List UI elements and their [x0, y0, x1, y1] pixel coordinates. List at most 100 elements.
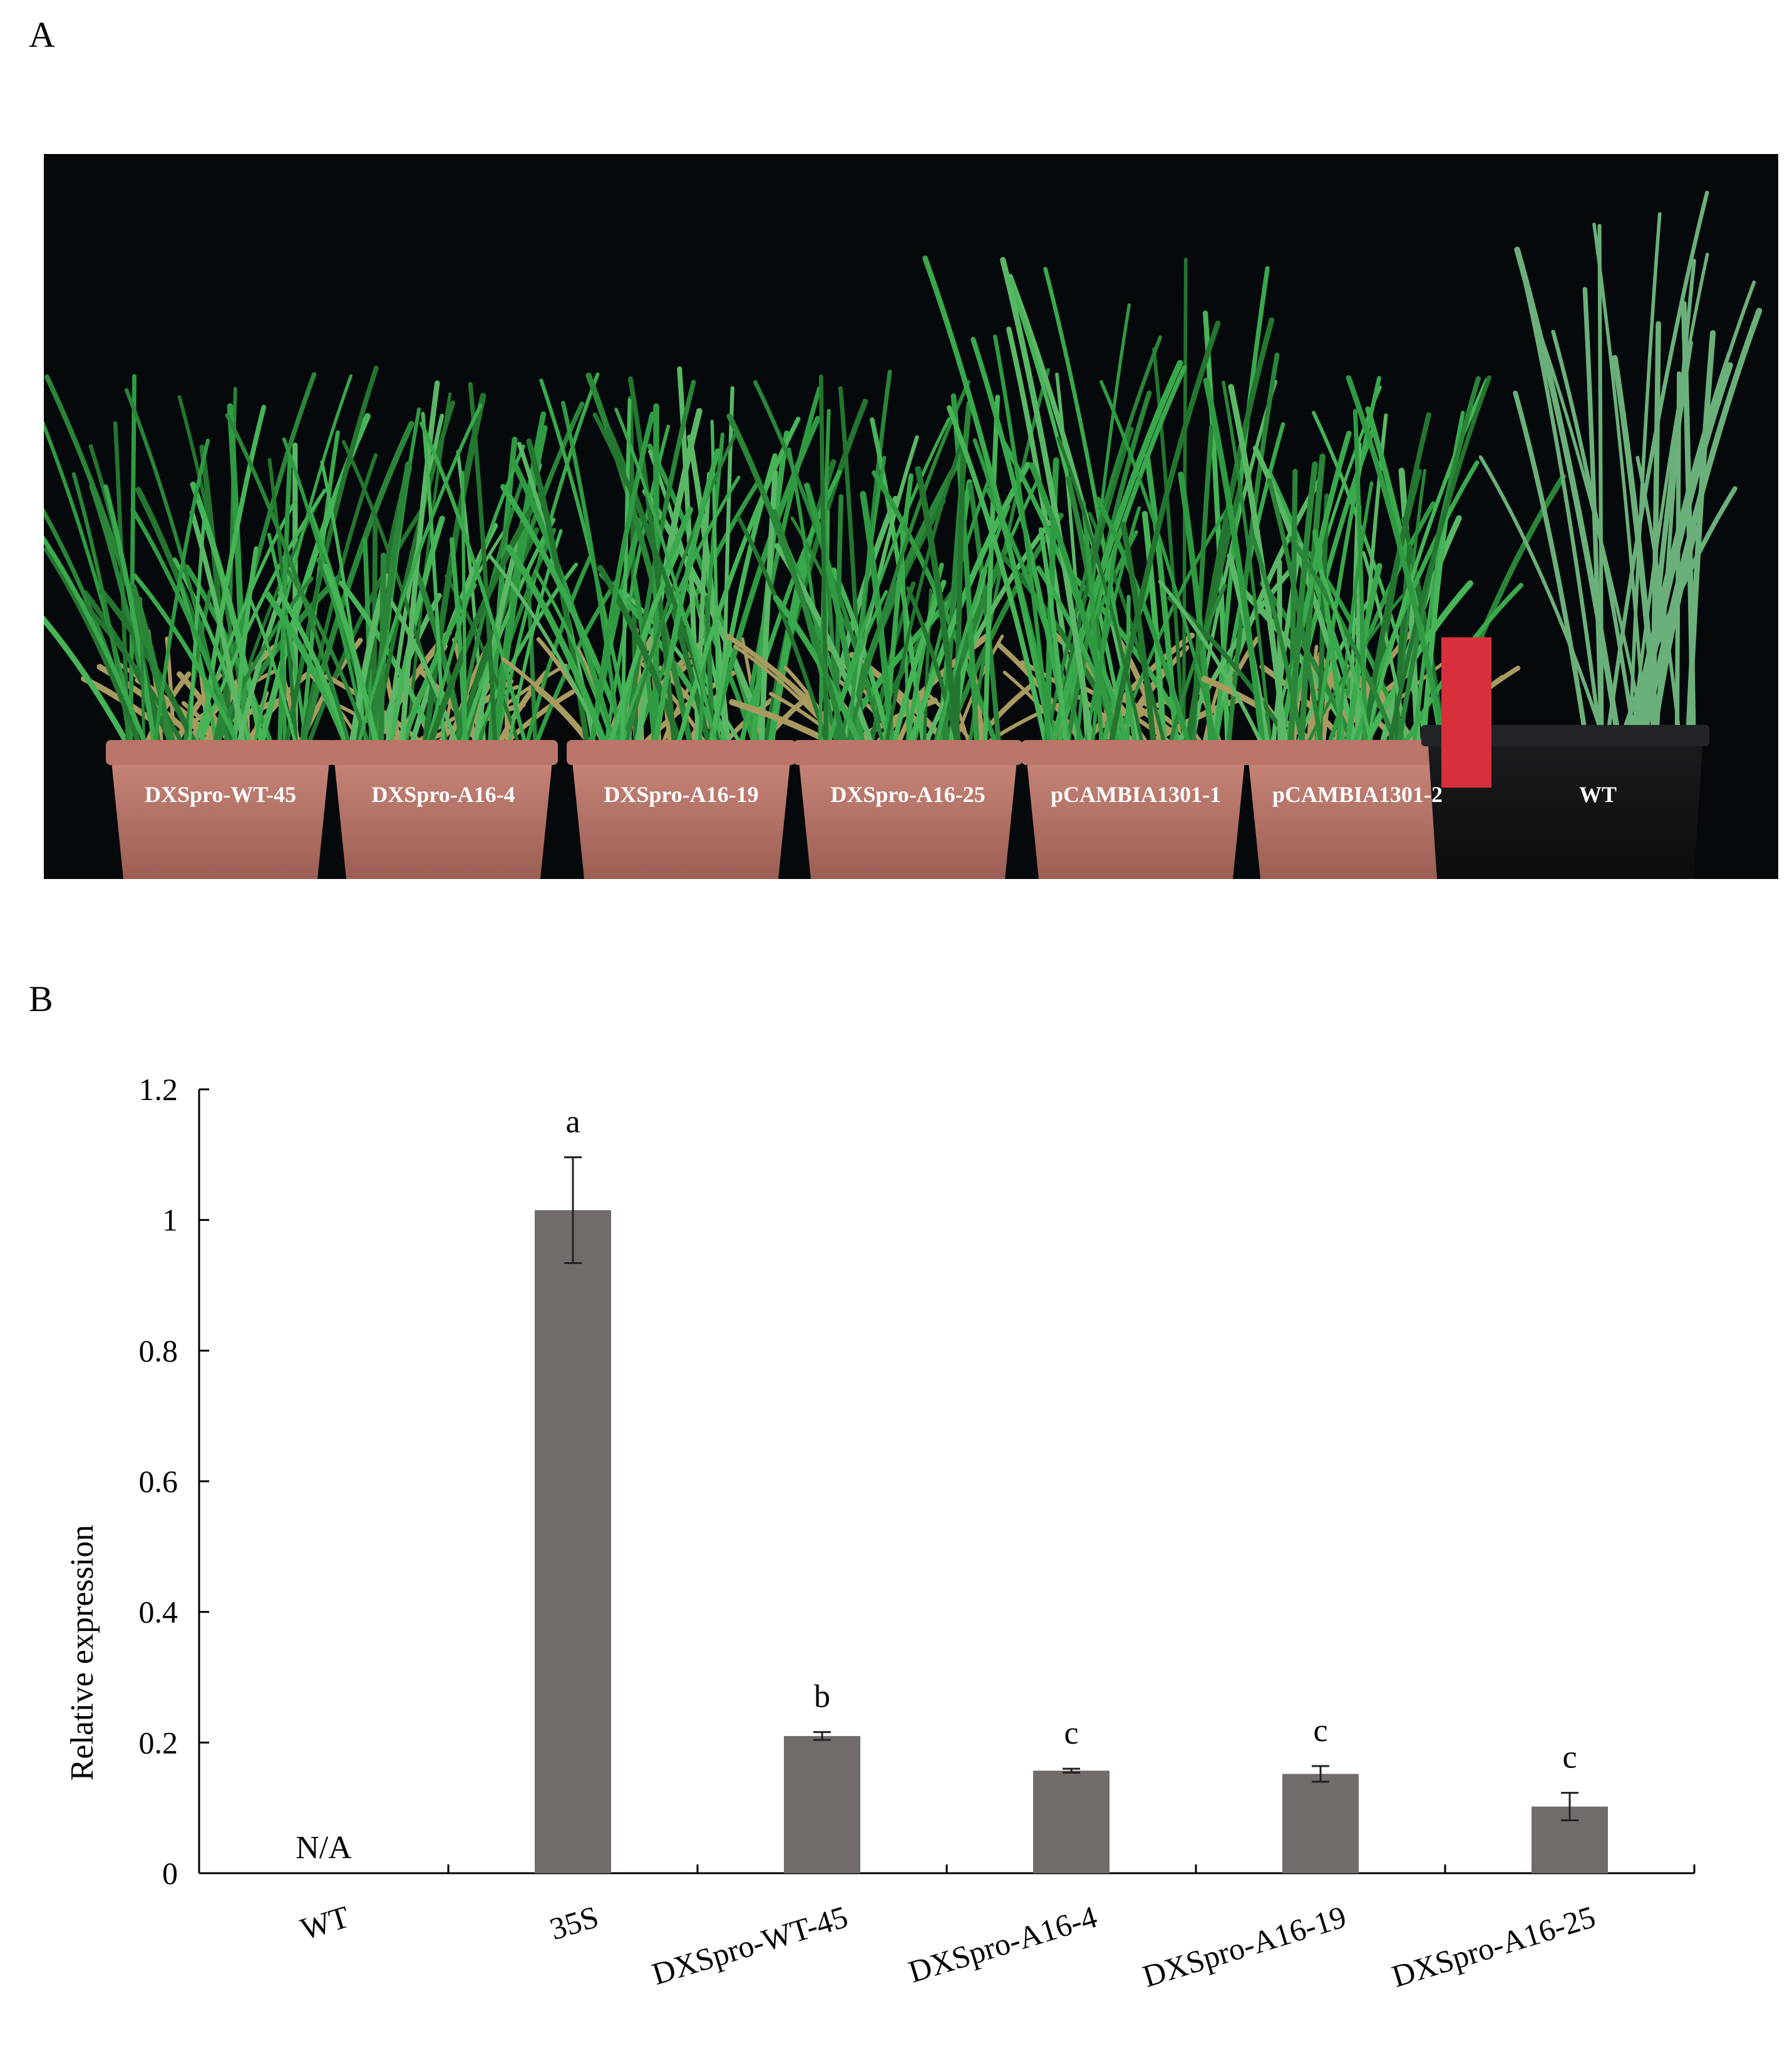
grass-blade: [1627, 212, 1662, 751]
grass-blade: [587, 411, 655, 758]
panel-a-letter: A: [29, 14, 55, 55]
grass-blade: [1654, 259, 1696, 751]
grass-blade: [888, 580, 947, 758]
grass-blade: [1081, 500, 1105, 758]
grass-blade: [533, 569, 619, 757]
flower-pot: [1026, 755, 1245, 879]
grass-blade: [1144, 453, 1180, 758]
grass-blade: [368, 461, 411, 758]
grass-blade: [246, 592, 300, 757]
bar-35s: [535, 1210, 611, 1873]
grass-blade: [468, 382, 498, 758]
grass-blade: [492, 372, 600, 757]
grass-blade: [1276, 430, 1352, 758]
grass-blade: [421, 411, 446, 757]
grass-blade: [70, 590, 191, 758]
grass-blade: [845, 456, 887, 757]
x-tick-label: DXSpro-A16-19: [1138, 1899, 1350, 1994]
grass-blade: [1319, 569, 1376, 757]
flower-pot-rim: [567, 740, 796, 765]
flower-pot: [798, 755, 1017, 879]
pot-label-pcambia1301-2: pCAMBIA1301-2: [1272, 782, 1443, 807]
grass-blade: [1312, 376, 1381, 758]
flower-pot-rim: [329, 740, 558, 765]
grass-blade: [1334, 481, 1374, 757]
grass-blade: [178, 582, 220, 758]
grass-blade: [1165, 583, 1227, 758]
grass-blade: [1346, 375, 1450, 758]
grass-blade: [1592, 222, 1649, 751]
grass-blade: [1289, 536, 1403, 758]
grass-blade: [1478, 455, 1609, 751]
flower-pot: [334, 755, 553, 879]
value-annotation: N/A: [296, 1830, 352, 1866]
grass-blade: [707, 453, 778, 758]
y-axis: 0 0.2 0.4 0.6 0.8 1 1.2: [139, 1072, 209, 1891]
grass-blade: [1089, 532, 1120, 757]
pot-label-dxspro-wt-45: DXSpro-WT-45: [144, 782, 297, 807]
grass-blade: [843, 380, 971, 757]
significance-letter: c: [1064, 1715, 1078, 1751]
grass-blade: [1120, 522, 1158, 758]
grass-blade: [1629, 351, 1731, 751]
bar-dxspro-wt-45: [784, 1735, 860, 1873]
grass-blade: [1095, 496, 1195, 758]
grass-blade: [1513, 390, 1590, 751]
significance-letter: a: [565, 1104, 580, 1140]
grass-blade: [151, 438, 210, 758]
grass-blade: [423, 444, 526, 757]
panel-b-letter: B: [29, 979, 53, 1019]
pot-label-dxspro-a16-25: DXSpro-A16-25: [830, 782, 986, 807]
grass-blade: [1582, 287, 1604, 751]
red-plant-tag: [1441, 637, 1491, 788]
grass-blade: [322, 563, 382, 758]
grass-blade: [1141, 511, 1168, 758]
x-tick-label: DXSpro-A16-25: [1388, 1899, 1599, 1994]
grass-blade: [766, 537, 812, 758]
grass-blade: [915, 466, 963, 758]
grass-blade: [132, 573, 245, 758]
grass-blade: [922, 255, 1057, 758]
grass-blade: [882, 443, 963, 757]
pot-label-pcambia1301-1: pCAMBIA1301-1: [1050, 782, 1222, 807]
grass-blade: [1352, 409, 1368, 758]
grass-blade: [726, 413, 852, 758]
grass-blade: [539, 378, 636, 758]
grass-blade: [1267, 478, 1326, 758]
grass-blade: [225, 413, 354, 758]
grass-blade: [1639, 307, 1763, 752]
grass-blade: [378, 552, 386, 758]
grass-blade: [1178, 471, 1216, 758]
bar-chart: 0 0.2 0.4 0.6 0.8 1 1.2 WT 35S DXSpro-WT-45 DXSpr…: [64, 1072, 1696, 1994]
grass-blade: [614, 408, 721, 757]
grass-blade: [946, 405, 1051, 758]
flower-pot: [1248, 755, 1467, 879]
grass-blade: [818, 374, 829, 758]
grass-blade: [44, 535, 152, 758]
flower-pot: [572, 755, 791, 879]
grass-blade: [525, 570, 538, 758]
grass-blade: [1081, 506, 1141, 757]
grass-blade: [1002, 440, 1133, 758]
grass-blade: [1650, 321, 1661, 752]
grass-blade: [510, 457, 620, 758]
bar-dxspro-a16-19: [1282, 1774, 1359, 1873]
pot-label-wt: WT: [1578, 782, 1617, 807]
y-tick-label: 1.2: [139, 1072, 178, 1107]
y-tick-label: 0: [162, 1856, 178, 1891]
y-axis-title: Relative expression: [64, 1525, 100, 1781]
grass-blade: [231, 546, 259, 758]
grass-blade: [139, 597, 146, 757]
grass-blade: [1188, 379, 1277, 757]
grass-blade: [267, 532, 310, 757]
significance-letter: b: [814, 1679, 830, 1715]
grass-blade: [621, 432, 738, 757]
flower-pot-rim: [106, 740, 335, 765]
grass-blade: [1267, 385, 1382, 757]
grass-blade: [1106, 321, 1221, 758]
pots: [106, 637, 1709, 879]
plant-photo-illustration: [44, 154, 1778, 879]
grass-blade: [1000, 257, 1096, 758]
grass-blade: [769, 553, 812, 757]
grass-blade: [1249, 528, 1307, 758]
